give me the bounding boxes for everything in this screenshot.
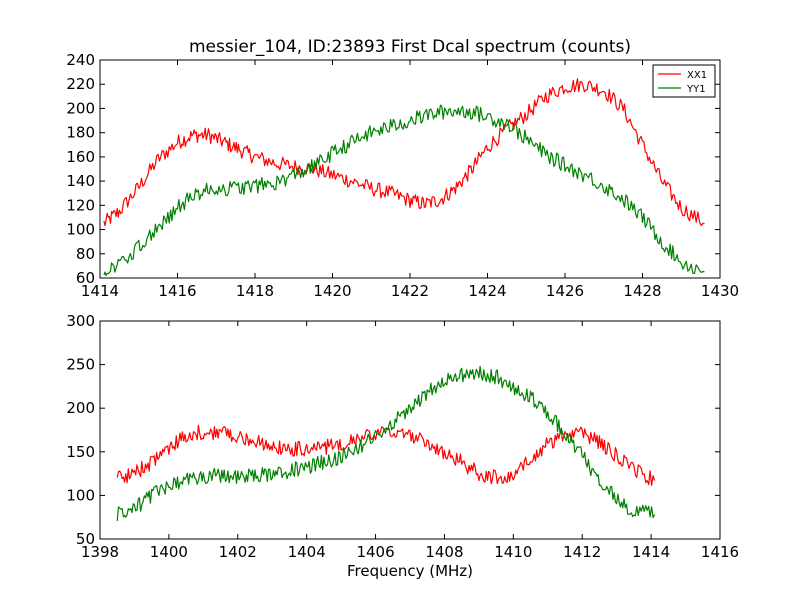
x-tick-label: 1430 — [701, 282, 739, 300]
y-tick-label: 200 — [66, 399, 95, 417]
x-tick-label: 1410 — [494, 543, 532, 561]
x-tick-label: 1398 — [81, 543, 119, 561]
chart-title: messier_104, ID:23893 First Dcal spectru… — [189, 37, 631, 57]
y-tick-label: 50 — [76, 530, 95, 548]
x-tick-label: 1422 — [391, 282, 429, 300]
x-tick-label: 1416 — [158, 282, 196, 300]
x-axis-label: Frequency (MHz) — [347, 562, 473, 580]
legend-label-xx1: XX1 — [687, 70, 707, 81]
x-tick-label: 1420 — [313, 282, 351, 300]
y-tick-label: 100 — [66, 486, 95, 504]
legend-label-yy1: YY1 — [686, 84, 706, 95]
x-tick-label: 1416 — [701, 543, 739, 561]
x-tick-label: 1428 — [623, 282, 661, 300]
series-line-xx1-panel-1 — [103, 78, 705, 227]
y-tick-label: 150 — [66, 443, 95, 461]
axes-frame — [99, 320, 721, 540]
series-line-yy1-panel-1 — [103, 104, 705, 277]
y-tick-label: 200 — [66, 99, 95, 117]
series-line-yy1-panel-2 — [116, 365, 656, 521]
y-tick-label: 80 — [76, 245, 95, 263]
x-tick-label: 1402 — [219, 543, 257, 561]
x-tick-label: 1418 — [236, 282, 274, 300]
y-tick-label: 60 — [76, 269, 95, 287]
x-tick-label: 1424 — [468, 282, 506, 300]
y-tick-label: 160 — [66, 148, 95, 166]
x-tick-label: 1408 — [425, 543, 463, 561]
x-tick-label: 1406 — [356, 543, 394, 561]
x-tick-label: 1426 — [546, 282, 584, 300]
bottom-panel: 1398 1400 1402 1404 1406 1408 1410 1412 1414 1416… — [66, 312, 739, 561]
y-tick-label: 240 — [66, 51, 95, 69]
x-tick-label: 1414 — [632, 543, 670, 561]
legend-box — [652, 64, 716, 98]
top-panel: 1414 1416 1418 1420 1422 1424 1426 1428 1430 60 80… — [66, 51, 739, 300]
y-tick-label: 300 — [66, 312, 95, 330]
y-tick-label: 140 — [66, 172, 95, 190]
y-tick-label: 250 — [66, 356, 95, 374]
y-tick-label: 220 — [66, 75, 95, 93]
y-tick-label: 120 — [66, 196, 95, 214]
y-tick-label: 100 — [66, 221, 95, 239]
x-tick-label: 1414 — [81, 282, 119, 300]
x-tick-label: 1412 — [563, 543, 601, 561]
x-tick-label: 1404 — [288, 543, 326, 561]
x-tick-label: 1400 — [150, 543, 188, 561]
y-tick-label: 180 — [66, 124, 95, 142]
